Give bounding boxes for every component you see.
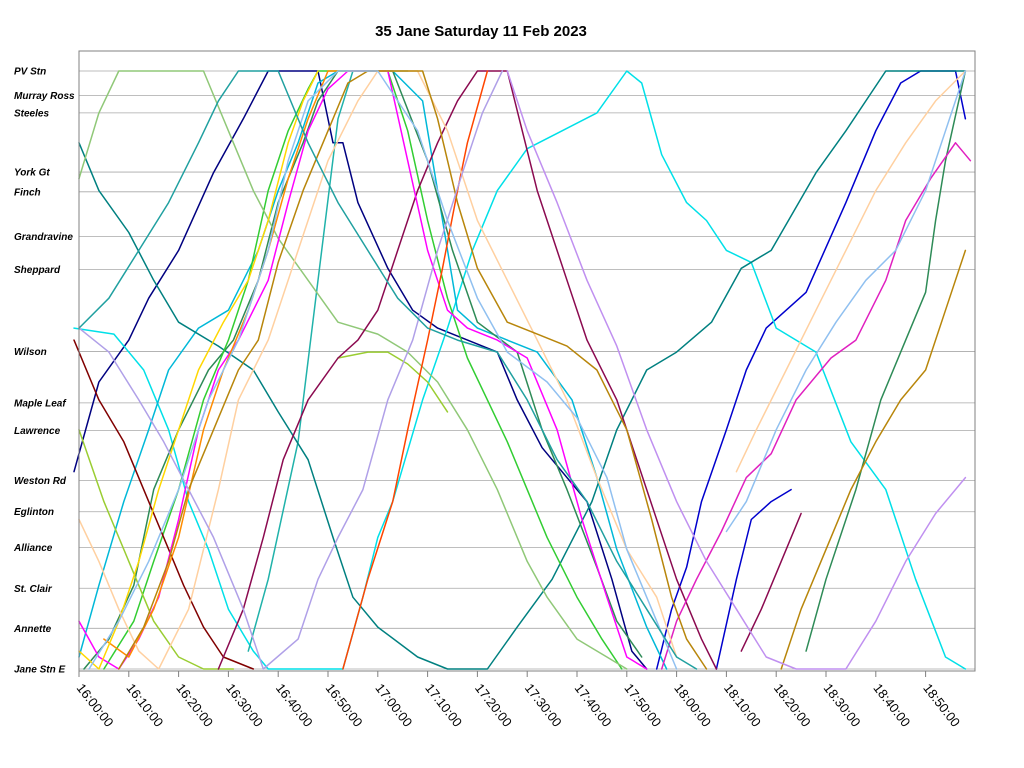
trip-line-2 [715,488,792,670]
trip-line-3 [73,70,967,670]
trip-line-7 [83,70,643,670]
stop-label: Eglinton [14,507,54,518]
stop-label: Lawrence [14,426,61,437]
trip-line-23 [118,70,708,670]
trip-line-0 [73,70,648,670]
trip-lines [73,70,972,670]
trip-line-24 [780,249,967,670]
trip-line-4 [78,70,668,670]
trip-line-12 [337,351,449,413]
time-tick-label: 16:30:00 [223,681,266,730]
stop-label: Annette [13,624,52,635]
time-axis: 16:00:00 16:10:00 16:20:00 16:30:00 16:40:00… [74,671,963,730]
trip-line-11 [78,429,235,670]
time-tick-label: 16:40:00 [273,681,316,730]
time-tick-label: 17:40:00 [572,681,615,730]
time-tick-label: 18:10:00 [721,681,764,730]
trip-line-8 [805,70,967,652]
trip-line-21 [78,70,678,670]
trip-line-22 [735,70,967,473]
time-tick-label: 17:10:00 [422,681,465,730]
time-tick-label: 18:40:00 [870,681,913,730]
stop-label: Grandravine [14,232,73,243]
time-tick-label: 18:20:00 [771,681,814,730]
time-tick-label: 16:10:00 [123,681,166,730]
time-tick-label: 18:30:00 [821,681,864,730]
time-tick-label: 17:30:00 [522,681,565,730]
time-tick-label: 16:50:00 [323,681,366,730]
stop-labels: PV Stn Murray Ross Steeles York Gt Finch Gran… [13,67,75,676]
gridlines [79,70,975,670]
time-tick-label: 16:20:00 [173,681,216,730]
trip-line-29 [78,70,698,670]
chart-title: 35 Jane Saturday 11 Feb 2023 [375,23,587,40]
stop-label: Steeles [14,108,49,119]
trip-line-1 [655,70,967,670]
time-tick-label: 17:50:00 [621,681,664,730]
trip-line-19 [103,70,384,658]
trip-line-25 [78,70,504,670]
stop-label: St. Clair [14,584,53,595]
trip-line-13 [73,339,255,670]
trip-line-6 [78,70,967,670]
trip-line-17 [660,142,972,670]
trip-line-18 [342,70,489,670]
time-tick-label: 16:00:00 [74,681,117,730]
trip-line-28 [725,70,967,533]
plot-frame [78,50,976,672]
time-tick-label: 18:00:00 [671,681,714,730]
trip-line-10 [78,70,628,670]
time-tick-label: 18:50:00 [920,681,963,730]
stop-label: Alliance [13,543,53,554]
trip-line-26 [506,70,967,670]
trip-line-20 [78,70,319,670]
stop-label: Finch [14,187,41,198]
stop-label: Weston Rd [14,476,67,487]
stop-label: Sheppard [14,265,61,276]
stop-label: PV Stn [14,67,46,78]
stop-label: York Gt [14,168,50,179]
trip-line-14 [217,70,718,670]
stop-label: Wilson [14,347,47,358]
stop-label: Jane Stn E [14,665,65,676]
stop-label: Maple Leaf [14,398,67,409]
time-tick-label: 17:20:00 [472,681,515,730]
trip-line-5 [247,70,409,652]
time-tick-label: 17:00:00 [372,681,415,730]
stop-label: Murray Ross [14,91,75,102]
trip-line-27 [88,70,678,670]
trip-line-15 [740,512,802,652]
